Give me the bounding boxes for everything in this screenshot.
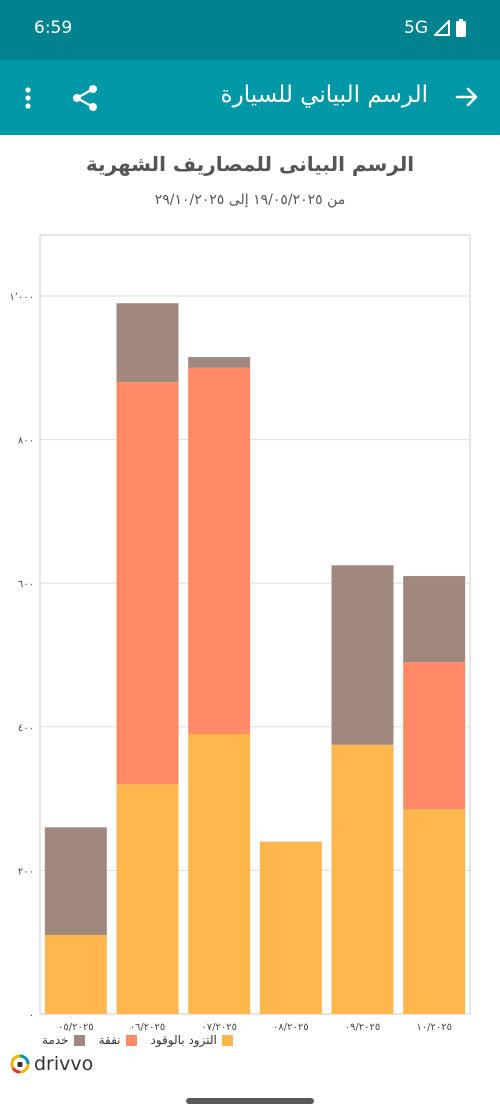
bar-segment-1-2 xyxy=(116,303,179,383)
y-tick-label-2: ٤٠٠ xyxy=(18,723,34,734)
bar-segment-5-1 xyxy=(403,662,466,810)
stacked-bar-chart: ٠ ٢٠٠ ٤٠٠ ٦٠٠ ٨٠٠ ١٬٠٠٠ ٠٥/٢٠٢٥ ٠٦/٢٠٢٥ ٠٧/٢٠٢٥ ٠… xyxy=(9,234,471,1033)
x-tick-label-4: ٠٩/٢٠٢٥ xyxy=(345,1022,381,1033)
y-tick-label-3: ٦٠٠ xyxy=(18,579,34,590)
bar-segment-2-2 xyxy=(188,357,251,368)
y-tick-label-0: ٠ xyxy=(29,1010,34,1021)
bar-segment-5-2 xyxy=(403,576,466,663)
x-tick-label-1: ٠٦/٢٠٢٥ xyxy=(130,1022,166,1033)
app-bar: الرسم البياني للسيارة xyxy=(0,60,500,135)
x-tick-label-0: ٠٥/٢٠٢٥ xyxy=(58,1022,94,1033)
page-title: الرسم البياني للسيارة xyxy=(220,82,428,108)
bar-segment-0-0 xyxy=(44,935,107,1014)
legend-label-fuel: التزود بالوقود xyxy=(150,1033,217,1047)
signal-icon xyxy=(434,20,450,36)
gesture-nav-handle[interactable] xyxy=(186,1098,314,1104)
plot-frame xyxy=(39,234,471,1015)
arrow-forward-icon[interactable] xyxy=(452,82,482,112)
status-indicators: 5G xyxy=(404,18,466,38)
legend-label-service: خدمة xyxy=(42,1033,69,1047)
more-vert-icon[interactable] xyxy=(18,83,38,113)
bar-segment-2-0 xyxy=(188,733,251,1014)
y-tick-label-4: ٨٠٠ xyxy=(18,436,34,447)
y-tick-label-1: ٢٠٠ xyxy=(18,866,34,877)
bar-segment-3-0 xyxy=(259,841,322,1014)
legend-item-fuel: التزود بالوقود xyxy=(151,1033,233,1047)
share-icon[interactable] xyxy=(70,83,100,113)
bar-segment-4-2 xyxy=(331,565,394,745)
x-tick-label-3: ٠٨/٢٠٢٥ xyxy=(273,1022,309,1033)
legend-label-expense: نفقة xyxy=(98,1033,121,1047)
chart-subtitle: من ١٩/٠٥/٢٠٢٥ إلى ٢٩/١٠/٢٠٢٥ xyxy=(154,192,346,208)
legend-item-expense: نفقة xyxy=(99,1033,137,1047)
legend-swatch-fuel xyxy=(221,1034,233,1046)
bar-segment-2-1 xyxy=(188,367,251,734)
status-time: 6:59 xyxy=(34,18,73,38)
legend-item-service: خدمة xyxy=(42,1033,85,1047)
chart-legend: التزود بالوقود نفقة خدمة xyxy=(42,1033,233,1047)
bar-segment-4-0 xyxy=(331,744,394,1014)
status-bar: 6:59 5G xyxy=(0,0,500,60)
x-tick-label-5: ١٠/٢٠٢٥ xyxy=(416,1022,452,1033)
bar-segment-1-1 xyxy=(116,382,179,785)
bar-segment-5-0 xyxy=(403,809,466,1014)
legend-swatch-service xyxy=(73,1034,85,1046)
legend-swatch-expense xyxy=(125,1034,137,1046)
network-label: 5G xyxy=(404,18,428,38)
battery-icon xyxy=(456,19,466,37)
chart-title: الرسم البيانى للمصاريف الشهرية xyxy=(85,152,415,176)
bar-segment-0-2 xyxy=(44,827,107,936)
bar-segment-1-0 xyxy=(116,784,179,1014)
drivvo-logo-icon xyxy=(10,1054,30,1074)
x-tick-label-2: ٠٧/٢٠٢٥ xyxy=(201,1022,237,1033)
brand: drivvo xyxy=(10,1053,93,1075)
y-tick-label-5: ١٬٠٠٠ xyxy=(9,292,34,303)
brand-name: drivvo xyxy=(34,1053,94,1075)
